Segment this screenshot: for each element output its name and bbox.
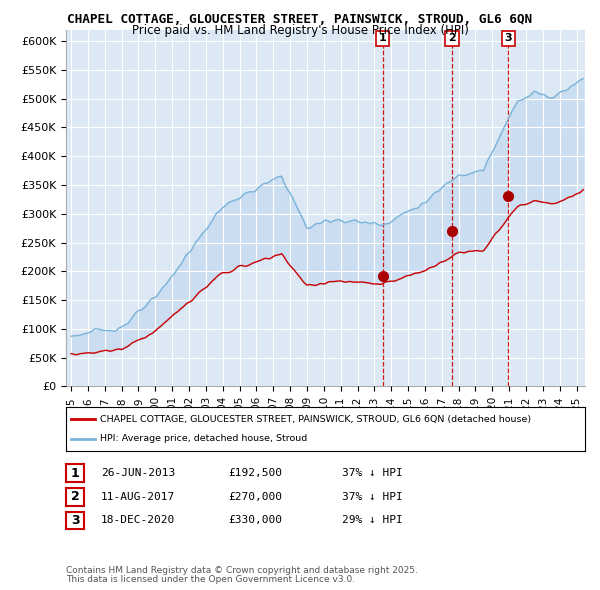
Text: This data is licensed under the Open Government Licence v3.0.: This data is licensed under the Open Gov… bbox=[66, 575, 355, 584]
Text: 3: 3 bbox=[71, 514, 79, 527]
Text: 26-JUN-2013: 26-JUN-2013 bbox=[101, 468, 175, 478]
Text: 2: 2 bbox=[448, 34, 456, 44]
Text: 37% ↓ HPI: 37% ↓ HPI bbox=[342, 468, 403, 478]
Text: 2: 2 bbox=[71, 490, 79, 503]
Text: 29% ↓ HPI: 29% ↓ HPI bbox=[342, 516, 403, 525]
Text: 18-DEC-2020: 18-DEC-2020 bbox=[101, 516, 175, 525]
Text: HPI: Average price, detached house, Stroud: HPI: Average price, detached house, Stro… bbox=[100, 434, 307, 444]
Text: £330,000: £330,000 bbox=[228, 516, 282, 525]
Text: CHAPEL COTTAGE, GLOUCESTER STREET, PAINSWICK, STROUD, GL6 6QN: CHAPEL COTTAGE, GLOUCESTER STREET, PAINS… bbox=[67, 13, 533, 26]
Text: CHAPEL COTTAGE, GLOUCESTER STREET, PAINSWICK, STROUD, GL6 6QN (detached house): CHAPEL COTTAGE, GLOUCESTER STREET, PAINS… bbox=[100, 415, 531, 424]
Text: 1: 1 bbox=[379, 34, 386, 44]
Text: Price paid vs. HM Land Registry's House Price Index (HPI): Price paid vs. HM Land Registry's House … bbox=[131, 24, 469, 37]
Text: 1: 1 bbox=[71, 467, 79, 480]
Text: 3: 3 bbox=[505, 34, 512, 44]
Text: 11-AUG-2017: 11-AUG-2017 bbox=[101, 492, 175, 502]
Text: Contains HM Land Registry data © Crown copyright and database right 2025.: Contains HM Land Registry data © Crown c… bbox=[66, 566, 418, 575]
Text: 37% ↓ HPI: 37% ↓ HPI bbox=[342, 492, 403, 502]
Text: £270,000: £270,000 bbox=[228, 492, 282, 502]
Text: £192,500: £192,500 bbox=[228, 468, 282, 478]
